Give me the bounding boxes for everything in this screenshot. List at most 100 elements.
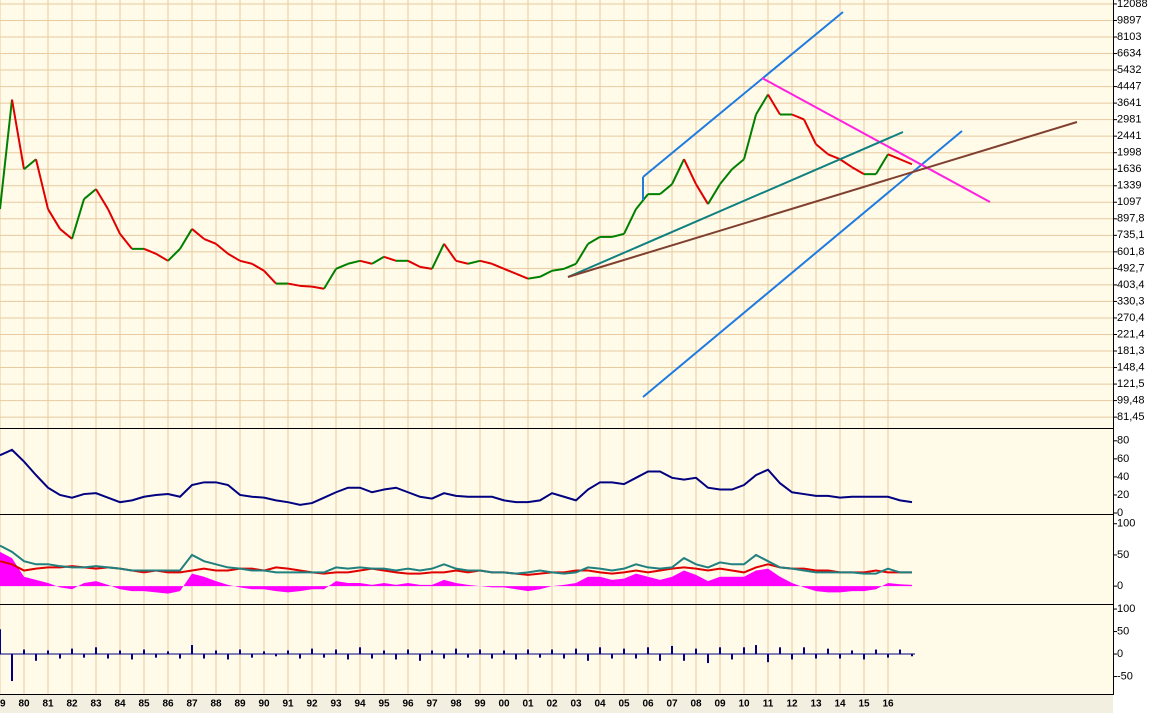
- price-segment: [875, 153, 889, 175]
- x-tick-label: 80: [18, 699, 30, 710]
- x-tick-label: 95: [378, 699, 390, 710]
- y-tick-label: 601,8: [1117, 246, 1145, 258]
- x-tick-label: 82: [66, 699, 78, 710]
- price-segment: [479, 259, 493, 265]
- y-tick-label: 181,3: [1117, 345, 1145, 357]
- price-segment: [491, 262, 505, 270]
- x-tick-label: 84: [114, 699, 126, 710]
- y-tick-label: 40: [1117, 471, 1129, 483]
- y-tick-label: 1339: [1117, 180, 1141, 192]
- y-tick-label: 6634: [1117, 47, 1141, 59]
- line: [0, 544, 912, 575]
- y-tick-label: 81,45: [1117, 411, 1145, 423]
- y-tick-label: 897,8: [1117, 213, 1145, 225]
- price-segment: [179, 228, 193, 250]
- y-tick-label: 0: [1117, 507, 1123, 519]
- price-segment: [23, 158, 37, 170]
- price-segment: [719, 168, 733, 185]
- price-segment: [431, 243, 445, 270]
- trend-line: [642, 11, 844, 178]
- x-tick-label: 94: [354, 699, 366, 710]
- x-tick-label: 03: [570, 699, 582, 710]
- x-tick-label: 93: [330, 699, 342, 710]
- price-segment: [623, 208, 637, 235]
- x-tick-label: 00: [498, 699, 510, 710]
- grid: [0, 0, 1113, 695]
- x-tick-label: 12: [786, 699, 798, 710]
- x-tick-label: 11: [763, 699, 774, 710]
- y-tick-label: 2441: [1117, 130, 1141, 142]
- x-tick-label: 81: [42, 699, 54, 710]
- price-segment: [143, 247, 157, 255]
- x-tick-label: 96: [402, 699, 414, 710]
- price-segment: [551, 267, 565, 272]
- price-segment: [671, 158, 685, 185]
- price-segment: [611, 232, 625, 238]
- price-segment: [887, 153, 901, 161]
- price-segment: [527, 275, 541, 280]
- price-segment: [35, 159, 49, 210]
- x-tick-label: 83: [90, 699, 102, 710]
- x-axis-background: [0, 695, 1113, 713]
- price-segment: [311, 285, 325, 290]
- marks: [0, 94, 915, 682]
- price-segment: [695, 183, 709, 205]
- x-tick-label: 88: [210, 699, 222, 710]
- price-segment: [587, 236, 601, 245]
- y-tick-label: 99,48: [1117, 395, 1145, 407]
- x-tick-label: 85: [138, 699, 150, 710]
- y-tick-label: 121,5: [1117, 378, 1145, 390]
- price-segment: [95, 188, 109, 210]
- line: [0, 448, 913, 506]
- price-segment: [419, 265, 433, 270]
- price-segment: [503, 267, 517, 275]
- x-tick-label: 04: [594, 699, 606, 710]
- price-segment: [359, 259, 373, 265]
- y-tick-label: 735,1: [1117, 229, 1145, 241]
- price-segment: [575, 243, 589, 265]
- axis-background: [1113, 0, 1153, 713]
- price-segment: [731, 158, 745, 170]
- price-segment: [851, 166, 865, 176]
- x-tick-label: 91: [282, 699, 294, 710]
- price-segment: [119, 233, 133, 250]
- y-tick-label: 492,7: [1117, 262, 1145, 274]
- price-segment: [215, 243, 229, 255]
- frames: [0, 0, 1114, 695]
- price-segment: [767, 94, 781, 116]
- x-tick-label: 07: [666, 699, 678, 710]
- price-segment: [323, 268, 337, 290]
- x-tick-label: 79: [0, 699, 6, 710]
- y-tick-label: 12088: [1117, 0, 1148, 10]
- y-tick-label: 148,4: [1117, 361, 1145, 373]
- x-tick-label: 92: [306, 699, 318, 710]
- price-segment: [83, 188, 97, 200]
- x-tick-label: 15: [858, 699, 870, 710]
- x-tick-label: 05: [618, 699, 630, 710]
- price-segment: [443, 243, 457, 262]
- y-tick-label: 221,4: [1117, 328, 1145, 340]
- price-segment: [455, 259, 469, 265]
- price-segment: [71, 198, 85, 240]
- x-tick-label: 08: [690, 699, 702, 710]
- y-tick-label: 5432: [1117, 64, 1141, 76]
- y-tick-label: 20: [1117, 489, 1129, 501]
- price-segment: [659, 183, 673, 195]
- price-segment: [755, 94, 769, 116]
- price-segment: [107, 208, 121, 235]
- price-segment: [287, 282, 301, 287]
- area: [0, 551, 912, 594]
- price-segment: [263, 270, 277, 285]
- y-tick-label: 1636: [1117, 163, 1141, 175]
- trend-line: [567, 131, 904, 278]
- y-tick-label: 80: [1117, 435, 1129, 447]
- x-tick-label: 87: [186, 699, 198, 710]
- price-segment: [239, 259, 253, 265]
- price-segment: [0, 99, 13, 210]
- price-segment: [371, 255, 385, 265]
- price-segment: [683, 158, 697, 185]
- x-tick-label: 10: [738, 699, 750, 710]
- price-segment: [167, 248, 181, 262]
- trend-lines: [567, 11, 1078, 398]
